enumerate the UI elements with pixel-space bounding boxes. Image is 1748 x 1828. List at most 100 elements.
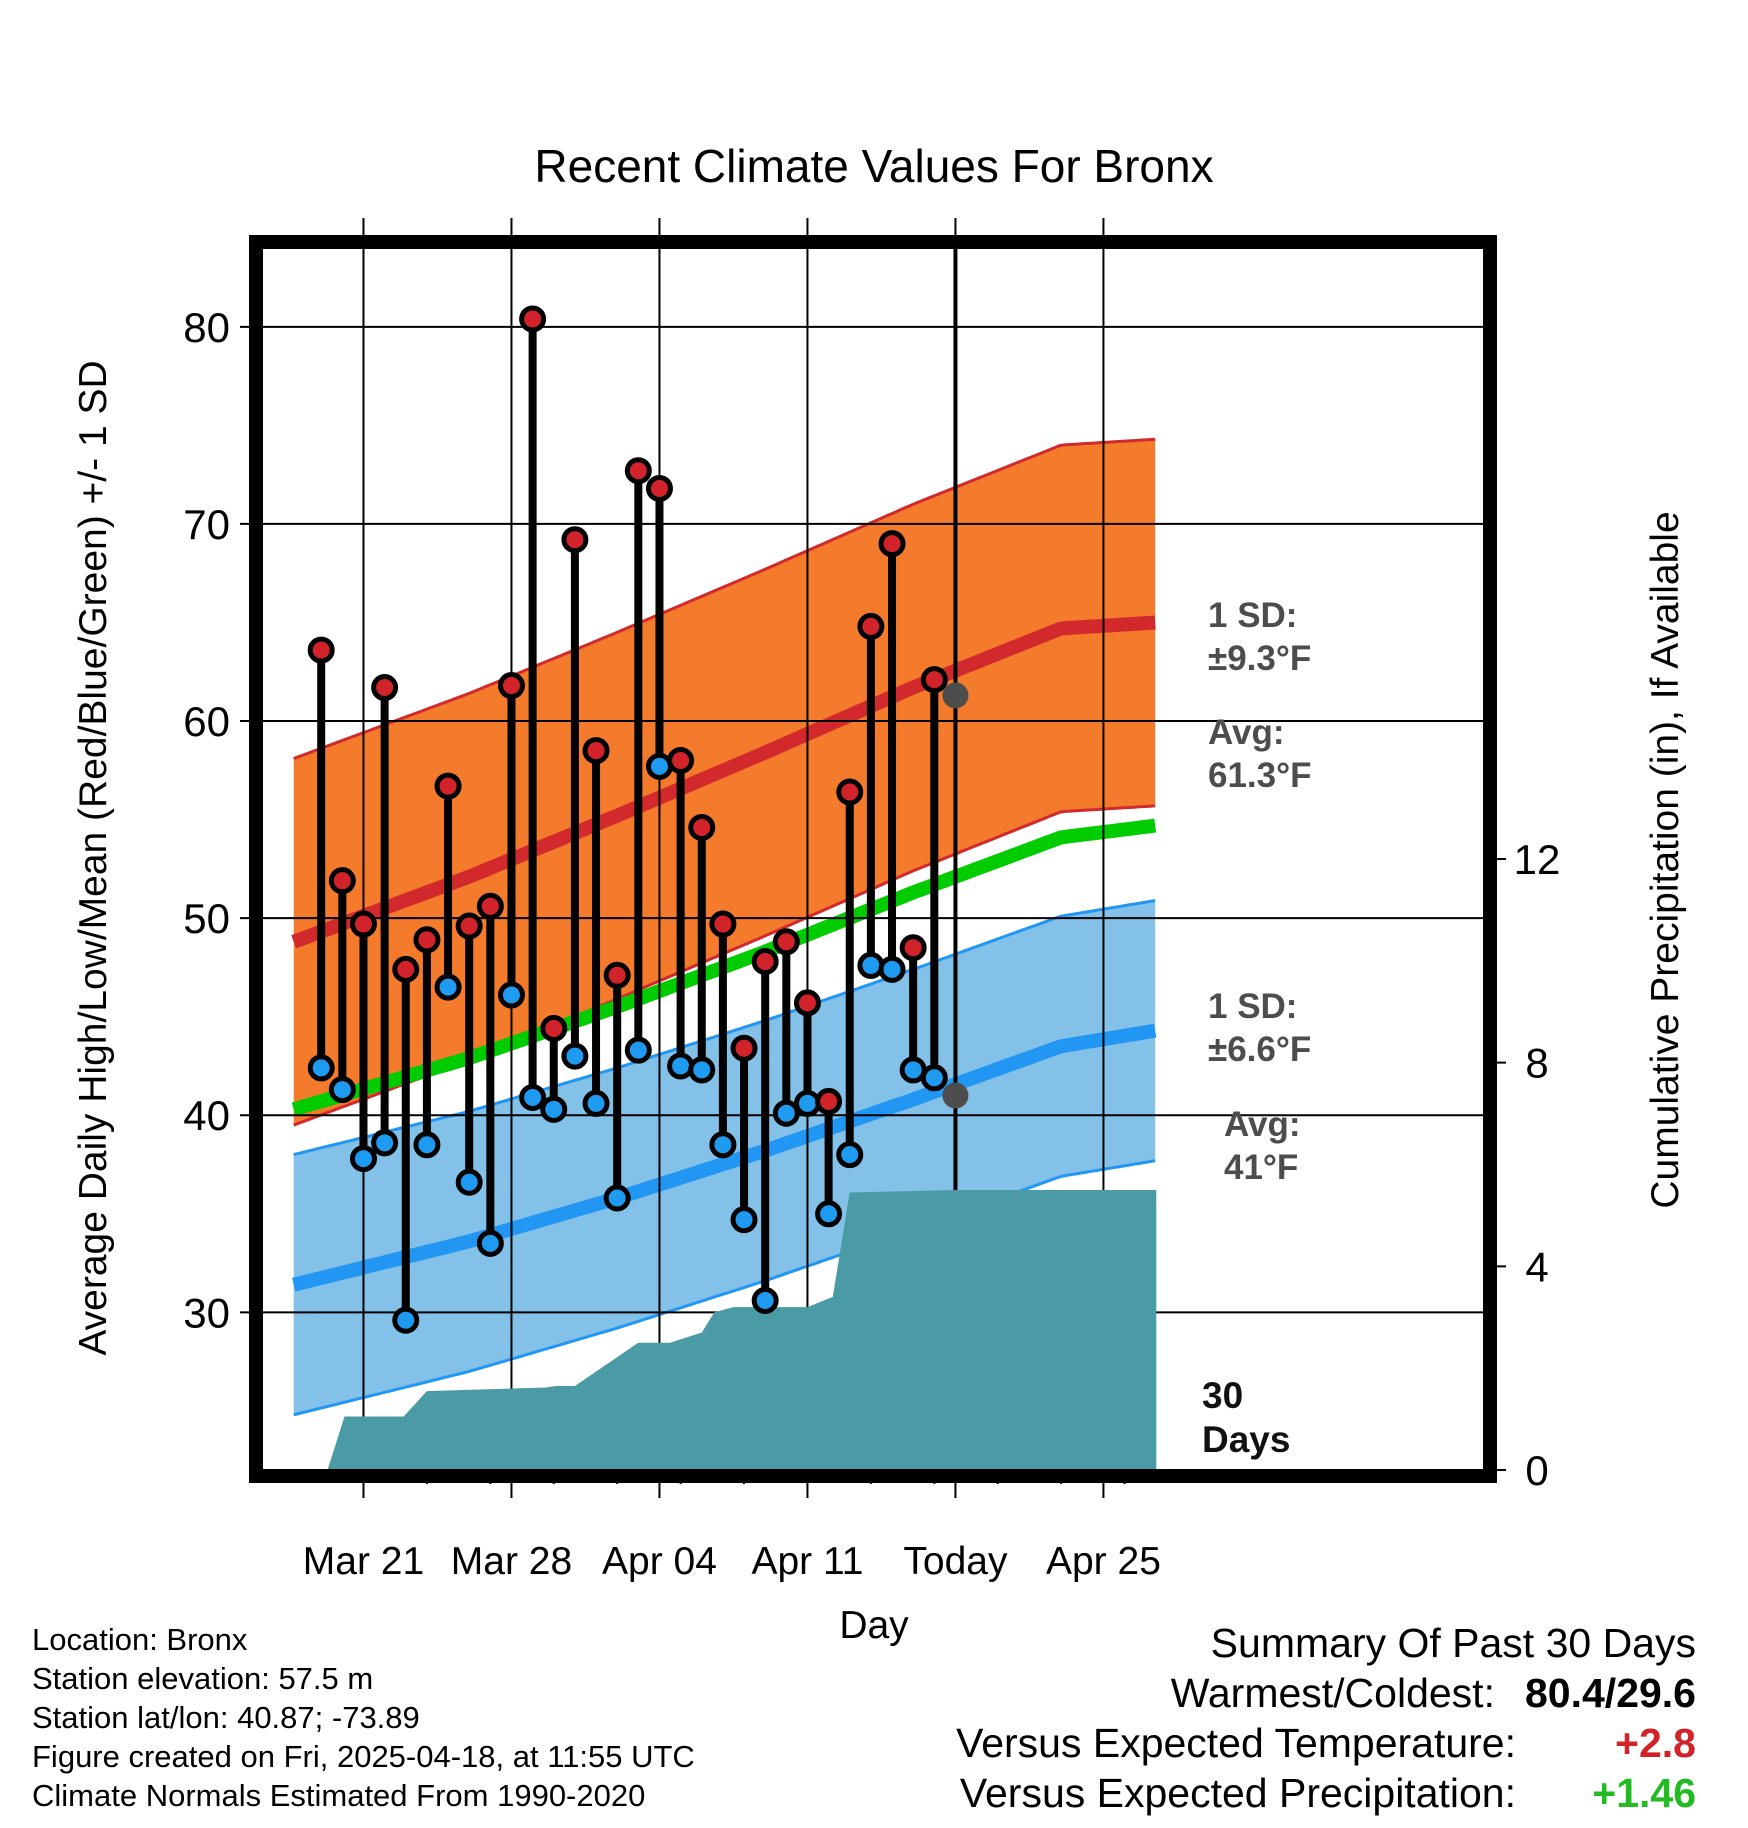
low-point bbox=[392, 1306, 420, 1334]
low-point bbox=[434, 973, 462, 1001]
y-tick-label: 50 bbox=[183, 895, 230, 942]
summary-title: Summary Of Past 30 Days bbox=[1210, 1620, 1696, 1666]
cumulative-precip-area bbox=[327, 1190, 1157, 1470]
high-point bbox=[857, 612, 885, 640]
high-point bbox=[476, 892, 504, 920]
station-info: Location: Bronx Station elevation: 57.5 … bbox=[32, 1620, 695, 1815]
summary-precip-row: Versus Expected Precipitation: +1.46 bbox=[956, 1768, 1696, 1818]
low-point bbox=[371, 1129, 399, 1157]
y-tick-label: 70 bbox=[183, 501, 230, 548]
chart-title: Recent Climate Values For Bronx bbox=[534, 140, 1213, 192]
high-point bbox=[349, 910, 377, 938]
high-point bbox=[371, 674, 399, 702]
normal-high-line bbox=[291, 615, 1156, 949]
low-point bbox=[878, 955, 906, 983]
x-tick-label: Today bbox=[903, 1540, 1008, 1583]
high-point bbox=[582, 737, 610, 765]
high-point bbox=[878, 530, 906, 558]
temp-label: Versus Expected Temperature: bbox=[956, 1720, 1516, 1766]
high-point bbox=[434, 772, 462, 800]
low-point bbox=[751, 1286, 779, 1314]
high-point bbox=[455, 912, 483, 940]
y2-tick-label: 0 bbox=[1525, 1447, 1548, 1494]
x-tick-label: Apr 25 bbox=[1046, 1540, 1161, 1583]
high-point bbox=[603, 961, 631, 989]
normals-text: Climate Normals Estimated From 1990-2020 bbox=[32, 1778, 646, 1813]
high-point bbox=[920, 666, 948, 694]
high-point bbox=[899, 934, 927, 962]
low-point bbox=[561, 1042, 589, 1070]
temp-value: +2.8 bbox=[1615, 1720, 1696, 1766]
latlon-text: Station lat/lon: 40.87; -73.89 bbox=[32, 1700, 420, 1735]
warmest-label: Warmest/Coldest: bbox=[1170, 1670, 1495, 1716]
days-label-line2: Days bbox=[1202, 1419, 1290, 1460]
location-text: Location: Bronx bbox=[32, 1622, 248, 1657]
high-sd-label-line2: ±9.3°F bbox=[1208, 639, 1311, 678]
low-point bbox=[815, 1200, 843, 1228]
low-point bbox=[603, 1184, 631, 1212]
low-point bbox=[730, 1206, 758, 1234]
low-point bbox=[497, 981, 525, 1009]
y-tick-label: 30 bbox=[183, 1289, 230, 1336]
days-label-line1: 30 bbox=[1202, 1375, 1243, 1416]
high-sd-label-line1: 1 SD: bbox=[1208, 596, 1297, 635]
low-point bbox=[645, 752, 673, 780]
high-point bbox=[772, 928, 800, 956]
low-point bbox=[709, 1131, 737, 1159]
y2-tick-label: 8 bbox=[1525, 1040, 1548, 1087]
low-point bbox=[455, 1168, 483, 1196]
y-tick-label: 80 bbox=[183, 304, 230, 351]
x-tick-label: Apr 04 bbox=[602, 1540, 717, 1583]
high-point bbox=[392, 955, 420, 983]
x-tick-label: Mar 28 bbox=[451, 1540, 572, 1583]
high-point bbox=[561, 526, 589, 554]
low-point bbox=[793, 1089, 821, 1117]
created-text: Figure created on Fri, 2025-04-18, at 11… bbox=[32, 1739, 695, 1774]
elevation-text: Station elevation: 57.5 m bbox=[32, 1661, 374, 1696]
high-avg-label-line1: Avg: bbox=[1208, 713, 1284, 752]
low-point bbox=[857, 951, 885, 979]
low-point bbox=[349, 1145, 377, 1173]
high-point bbox=[836, 778, 864, 806]
y-tick-label: 60 bbox=[183, 698, 230, 745]
today-low-avg-marker bbox=[942, 1082, 969, 1109]
low-point bbox=[772, 1099, 800, 1127]
high-point bbox=[793, 989, 821, 1017]
low-point bbox=[624, 1036, 652, 1064]
low-point bbox=[328, 1076, 356, 1104]
low-point bbox=[836, 1141, 864, 1169]
low-point bbox=[667, 1052, 695, 1080]
high-point bbox=[815, 1087, 843, 1115]
low-point bbox=[920, 1064, 948, 1092]
y2-tick-label: 12 bbox=[1514, 836, 1561, 883]
high-point bbox=[751, 947, 779, 975]
high-point bbox=[519, 305, 547, 333]
low-point bbox=[688, 1056, 716, 1084]
precip-value: +1.46 bbox=[1592, 1770, 1696, 1816]
y2-tick-label: 4 bbox=[1525, 1243, 1548, 1290]
y-tick-label: 40 bbox=[183, 1092, 230, 1139]
low-point bbox=[519, 1083, 547, 1111]
high-point bbox=[688, 813, 716, 841]
low-avg-label-line2: 41°F bbox=[1224, 1148, 1298, 1187]
high-point bbox=[497, 672, 525, 700]
high-point bbox=[730, 1034, 758, 1062]
low-avg-label-line1: Avg: bbox=[1224, 1105, 1300, 1144]
low-point bbox=[413, 1131, 441, 1159]
x-axis-label: Day bbox=[839, 1604, 909, 1647]
precip-label: Versus Expected Precipitation: bbox=[959, 1770, 1516, 1816]
high-point bbox=[540, 1015, 568, 1043]
low-point bbox=[582, 1089, 610, 1117]
low-sd-label-line1: 1 SD: bbox=[1208, 987, 1297, 1026]
coldest-value: 29.6 bbox=[1616, 1670, 1696, 1716]
high-point bbox=[645, 474, 673, 502]
low-point bbox=[307, 1054, 335, 1082]
low-point bbox=[476, 1229, 504, 1257]
low-point bbox=[540, 1095, 568, 1123]
x-tick-label: Mar 21 bbox=[303, 1540, 424, 1583]
summary-warmest-row: Warmest/Coldest: 80.4/29.6 bbox=[1170, 1670, 1696, 1716]
summary-temp-row: Versus Expected Temperature: +2.8 bbox=[956, 1718, 1696, 1768]
high-sd-band-upper-edge bbox=[293, 437, 1156, 760]
summary-panel: Summary Of Past 30 Days Warmest/Coldest:… bbox=[956, 1618, 1696, 1818]
high-avg-label-line2: 61.3°F bbox=[1208, 756, 1312, 795]
